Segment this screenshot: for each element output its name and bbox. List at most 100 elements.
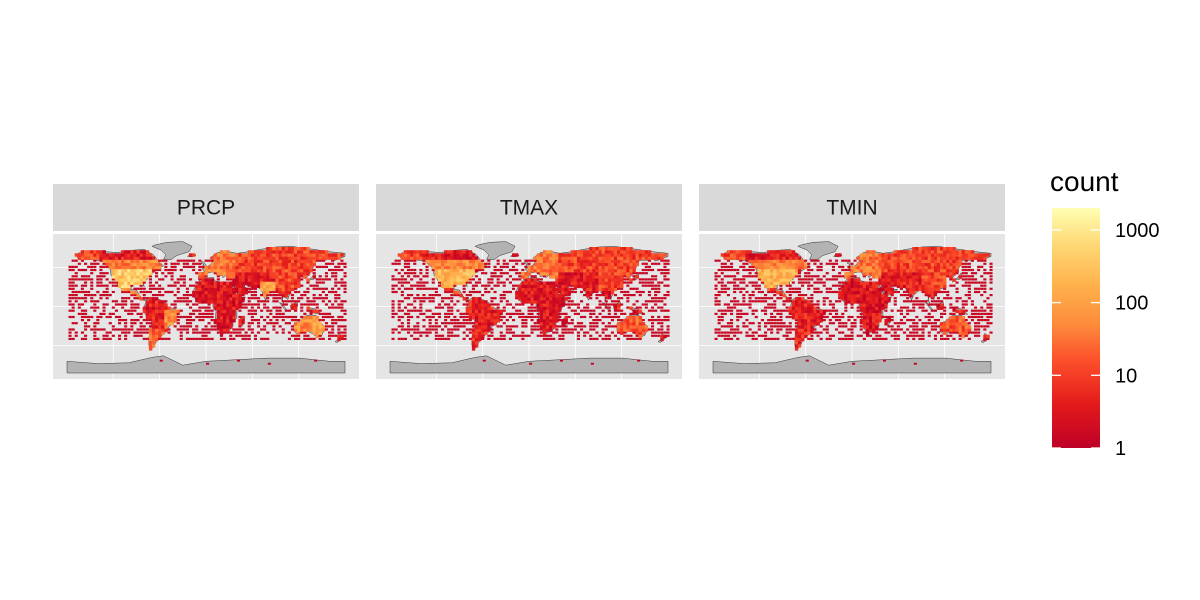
station-tile [437, 306, 441, 309]
station-tile [717, 275, 721, 278]
station-tile [797, 322, 802, 326]
station-tile [68, 300, 72, 303]
station-tile [632, 309, 636, 314]
station-tile [912, 309, 916, 312]
station-tile [328, 306, 332, 309]
station-tile [589, 284, 593, 289]
station-tile [226, 253, 230, 257]
station-tile [232, 290, 236, 295]
station-tile [859, 256, 864, 260]
station-tile [309, 315, 313, 320]
station-tile [555, 319, 559, 323]
station-tile [462, 303, 466, 306]
station-tile [80, 297, 84, 300]
station-tile [213, 284, 218, 289]
station-tile [862, 294, 867, 298]
station-tile [742, 265, 746, 268]
station-tile [773, 250, 777, 254]
station-tile [635, 328, 639, 332]
station-tile [133, 319, 137, 322]
station-tile [505, 303, 509, 306]
station-tile [564, 312, 568, 315]
station-tile [850, 284, 854, 289]
station-tile [899, 275, 904, 279]
station-tile [564, 331, 568, 334]
station-tile [807, 262, 811, 265]
station-tile [555, 306, 559, 310]
station-tile [312, 337, 316, 340]
station-tile [794, 334, 799, 339]
station-tile [266, 284, 270, 289]
station-tile [244, 306, 248, 309]
station-tile [142, 290, 146, 294]
station-tile [474, 268, 479, 273]
station-tile [490, 278, 494, 281]
station-tile [623, 265, 627, 270]
station-tile [294, 253, 298, 257]
station-tile [118, 334, 122, 337]
station-tile [226, 281, 230, 285]
station-tile [536, 256, 541, 260]
station-tile [290, 275, 295, 279]
station-tile [462, 284, 466, 287]
station-tile [760, 334, 764, 337]
station-tile [872, 309, 876, 314]
station-tile [875, 306, 879, 310]
station-tile [831, 268, 835, 272]
station-tile [638, 322, 643, 326]
station-tile [505, 325, 509, 328]
station-tile [290, 300, 294, 303]
station-tile [788, 309, 793, 314]
station-tile [555, 256, 559, 260]
station-tile [266, 309, 270, 312]
station-tile [893, 331, 897, 334]
station-tile [204, 287, 208, 292]
station-tile [856, 306, 860, 309]
station-tile [559, 359, 563, 362]
station-tile [536, 290, 541, 295]
station-tile [124, 265, 128, 270]
station-tile [794, 262, 799, 267]
station-tile [133, 265, 137, 270]
station-tile [850, 281, 854, 285]
station-tile [269, 309, 273, 312]
station-tile [232, 300, 236, 304]
station-tile [878, 253, 882, 257]
station-tile [315, 278, 319, 281]
station-tile [641, 331, 646, 335]
station-tile [99, 278, 103, 281]
station-tile [651, 309, 655, 312]
station-tile [161, 328, 165, 332]
station-tile [726, 265, 730, 268]
station-tile [767, 275, 771, 279]
station-tile [257, 265, 261, 270]
station-tile [309, 256, 313, 260]
station-tile [226, 303, 230, 307]
station-tile [391, 278, 395, 281]
station-tile [576, 275, 581, 279]
station-tile [850, 290, 854, 295]
station-tile [893, 256, 898, 260]
station-tile [250, 312, 254, 315]
station-tile [275, 259, 279, 264]
station-tile [136, 328, 140, 331]
station-tile [629, 262, 633, 267]
station-tile [816, 322, 820, 326]
station-tile [105, 259, 109, 264]
station-tile [275, 300, 279, 303]
station-tile [484, 287, 488, 290]
station-tile [909, 253, 913, 257]
station-tile [813, 303, 817, 306]
station-tile [878, 262, 882, 267]
station-tile [807, 265, 811, 268]
station-tile [610, 259, 615, 264]
station-tile [148, 347, 153, 351]
station-tile [272, 315, 276, 319]
station-tile [297, 322, 301, 326]
station-tile [324, 328, 328, 331]
station-tile [444, 297, 448, 300]
station-tile [779, 297, 783, 300]
station-tile [437, 294, 441, 297]
station-tile [899, 272, 904, 276]
station-tile [155, 337, 159, 342]
